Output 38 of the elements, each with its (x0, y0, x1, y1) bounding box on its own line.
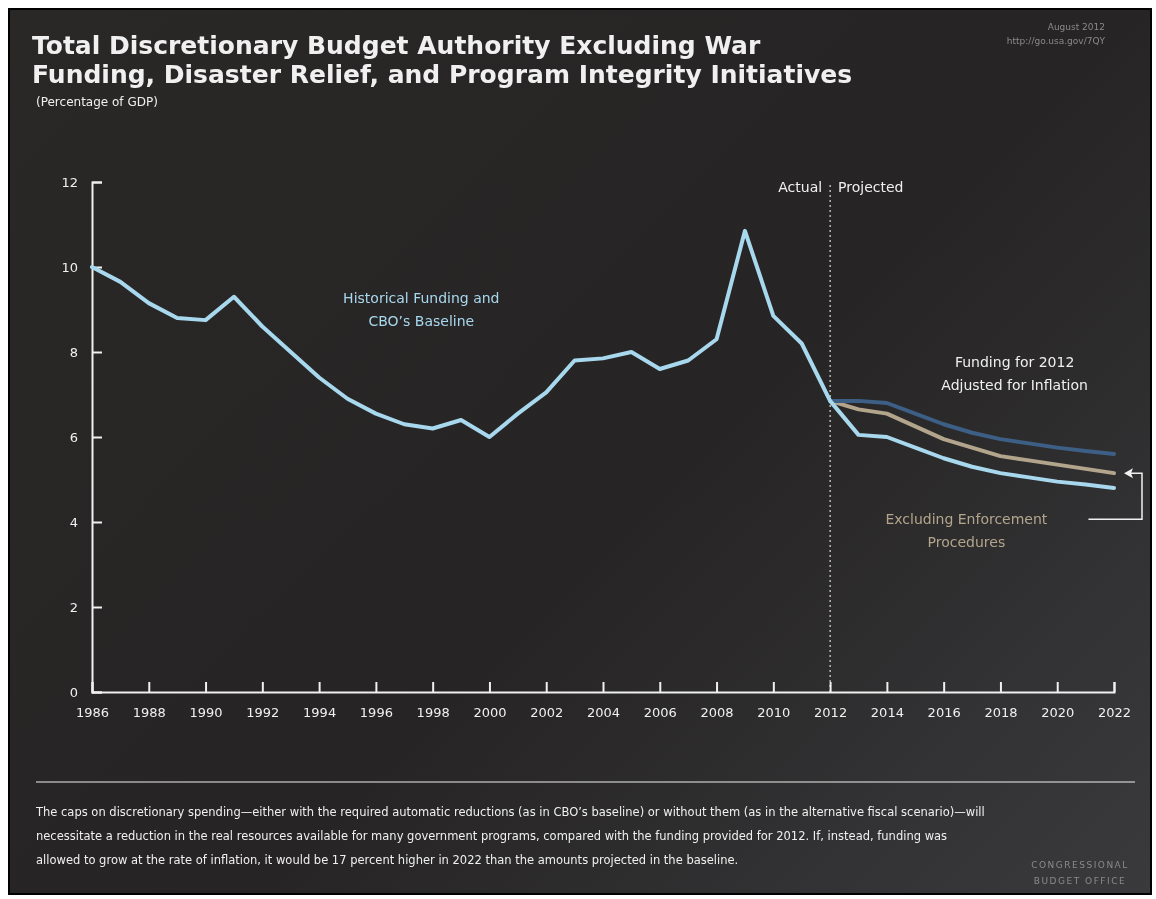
y-tick-label: 0 (69, 684, 78, 700)
y-tick-label: 2 (69, 599, 78, 615)
x-tick-label: 2004 (586, 705, 621, 721)
text: CONGRESSIONAL BUDGET OFFICE (1031, 860, 1129, 886)
y-tick-label: 12 (61, 174, 78, 190)
text: Historical Funding and CBO’s Baseline (343, 290, 500, 330)
text: The caps on discretionary spending—either with the required automatic reductions (as in CBO’s baseline) or without them (as in the alternative fiscal scenario)—will necessitate a reduction in the real resources available for many government programs, compared with the funding provided for 2012. If, instead, funding was allowed to grow at the rate of inflation, it would be 17 percent higher in 2022 than the amounts projected in the baseline. (36, 804, 986, 869)
x-tick-label: 1986 (75, 705, 110, 721)
x-tick-label: 2014 (870, 705, 904, 721)
y-tick-label: 8 (69, 344, 78, 360)
y-tick-label: 6 (69, 429, 78, 445)
annotation: Projected (838, 179, 904, 195)
x-tick-label: 1994 (303, 705, 337, 721)
x-tick-label: 2008 (700, 705, 734, 721)
x-tick-label: 1988 (132, 705, 166, 721)
x-tick-label: 2000 (473, 705, 507, 721)
chart-title: Total Discretionary Budget Authority Excluding War Funding, Disaster Relief, and Program Integrity Initiatives (32, 31, 853, 89)
x-tick-label: 2022 (1097, 705, 1132, 721)
x-tick-label: 1992 (246, 705, 280, 721)
text: http://go.usa.gov/7QY (1006, 36, 1106, 46)
x-tick-label: 2018 (984, 705, 1018, 721)
x-tick-label: 1996 (359, 705, 393, 721)
x-tick-label: 2006 (643, 705, 677, 721)
x-tick-label: 2020 (1041, 705, 1075, 721)
x-tick-label: 1990 (189, 705, 223, 721)
text: Excluding Enforcement Procedures (885, 511, 1048, 551)
x-tick-label: 2016 (927, 705, 961, 721)
chart-subtitle: (Percentage of GDP) (36, 95, 158, 109)
y-tick-label: 10 (61, 259, 78, 275)
x-tick-label: 2012 (814, 705, 848, 721)
text: August 2012 (1047, 22, 1105, 32)
y-tick-label: 4 (69, 514, 78, 530)
text: Funding for 2012 Adjusted for Inflation (941, 353, 1088, 393)
x-tick-label: 2002 (530, 705, 564, 721)
annotation: Actual (778, 179, 823, 195)
x-tick-label: 2010 (757, 705, 791, 721)
line-series (90, 228, 1116, 490)
x-tick-label: 1998 (416, 705, 450, 721)
